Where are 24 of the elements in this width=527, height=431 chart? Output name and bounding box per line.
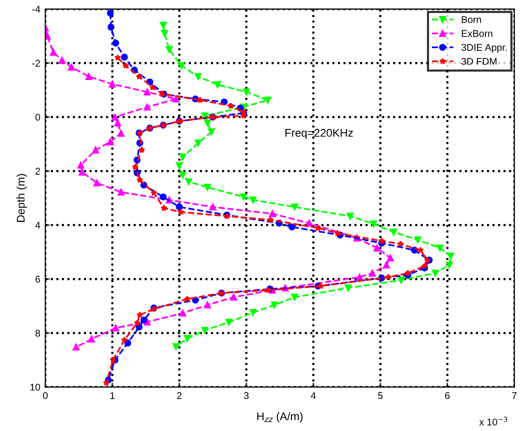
legend-label: 3D FDM [461, 58, 496, 65]
x-tick-label: 0 [43, 392, 48, 400]
y-tick-label: 6 [36, 276, 40, 283]
annotation: Freq=220KHz [285, 128, 353, 139]
y-tick-label: -4 [32, 6, 40, 13]
x-tick-label: 1 [110, 392, 115, 399]
x-tick-label: 5 [378, 392, 383, 400]
y-axis-title: Depth (m) [16, 174, 27, 222]
x-tick-label: 6 [445, 392, 450, 400]
x-tick-label: 3 [244, 392, 249, 400]
legend-label: ExBorn [462, 30, 492, 37]
x-tick-label: 2 [177, 392, 182, 399]
x-tick-label: 4 [310, 392, 316, 399]
x-tick-label: 7 [512, 392, 517, 399]
y-tick-label: 8 [35, 330, 40, 337]
legend-label: Born [462, 16, 481, 23]
x-axis-title: H$_{zz}$ (A/m) [257, 412, 303, 422]
y-tick-label: -2 [32, 60, 40, 67]
y-tick-label: 4 [35, 222, 40, 229]
text: x 10$^{−3}$ [479, 416, 508, 426]
y-tick-label: 10 [30, 384, 40, 391]
legend-label: 3DIE Appr. [461, 44, 507, 53]
y-tick-label: 0 [35, 114, 40, 121]
y-tick-label: 2 [36, 168, 40, 175]
